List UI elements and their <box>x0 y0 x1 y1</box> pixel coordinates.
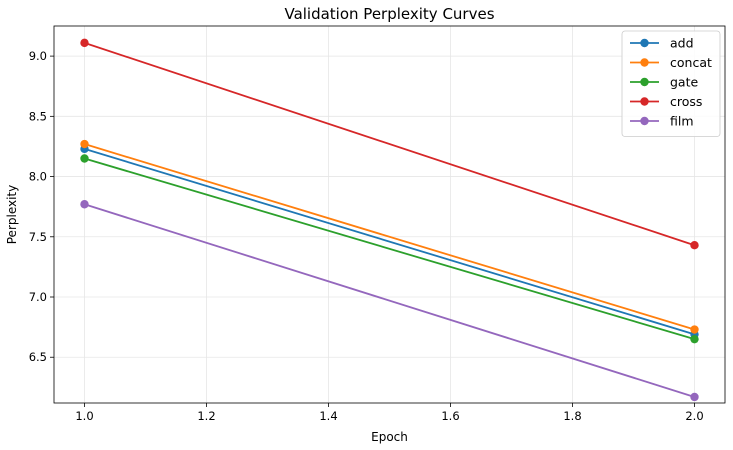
x-tick-label: 1.4 <box>319 409 337 423</box>
legend-label-cross: cross <box>670 94 702 109</box>
data-point-gate <box>80 154 89 163</box>
series-line-concat <box>84 143 695 331</box>
data-point-concat <box>690 325 699 334</box>
series-line-add <box>84 147 695 336</box>
data-point-concat <box>80 139 89 149</box>
series-layer <box>80 38 699 402</box>
y-tick-label: 8.0 <box>29 170 47 184</box>
legend-marker-cross <box>640 97 649 106</box>
x-tick-label: 1.8 <box>563 409 581 423</box>
legend-marker-add <box>640 38 649 48</box>
x-axis-label: Epoch <box>371 430 408 444</box>
x-tick-label: 1.2 <box>197 409 215 423</box>
data-point-cross <box>690 241 699 250</box>
y-tick-label: 7.5 <box>29 230 47 244</box>
series-line-cross <box>84 42 695 247</box>
data-point-gate <box>690 334 699 344</box>
legend: add concat gate cross film <box>621 30 721 137</box>
legend-marker-film <box>640 116 649 126</box>
y-tick-label: 6.5 <box>29 350 47 364</box>
y-tick-label: 7.0 <box>29 290 47 304</box>
x-tick-label: 1.6 <box>441 409 459 423</box>
legend-label-gate: gate <box>670 75 698 90</box>
series-line-gate <box>84 157 695 341</box>
x-tick-label: 1.0 <box>75 409 93 423</box>
y-axis-label: Perplexity <box>5 185 19 245</box>
legend-label-concat: concat <box>670 55 712 70</box>
plot-frame <box>53 25 726 404</box>
series-line-film <box>84 203 695 398</box>
data-point-film <box>80 200 89 209</box>
axis-ticks: 1.0 1.2 1.4 1.6 1.8 2.0 6.5 7.0 7.5 8.0 8.5 9.0 <box>29 49 704 423</box>
legend-label-film: film <box>670 114 694 129</box>
y-tick-label: 9.0 <box>29 49 47 63</box>
legend-box <box>621 30 721 137</box>
chart-title: Validation Perplexity Curves <box>284 5 494 23</box>
legend-marker-gate <box>640 77 649 87</box>
legend-marker-concat <box>640 58 649 67</box>
data-point-cross <box>80 38 89 48</box>
legend-label-add: add <box>670 36 694 51</box>
y-tick-label: 8.5 <box>29 109 47 123</box>
x-tick-label: 2.0 <box>685 409 703 423</box>
data-point-film <box>690 392 699 402</box>
